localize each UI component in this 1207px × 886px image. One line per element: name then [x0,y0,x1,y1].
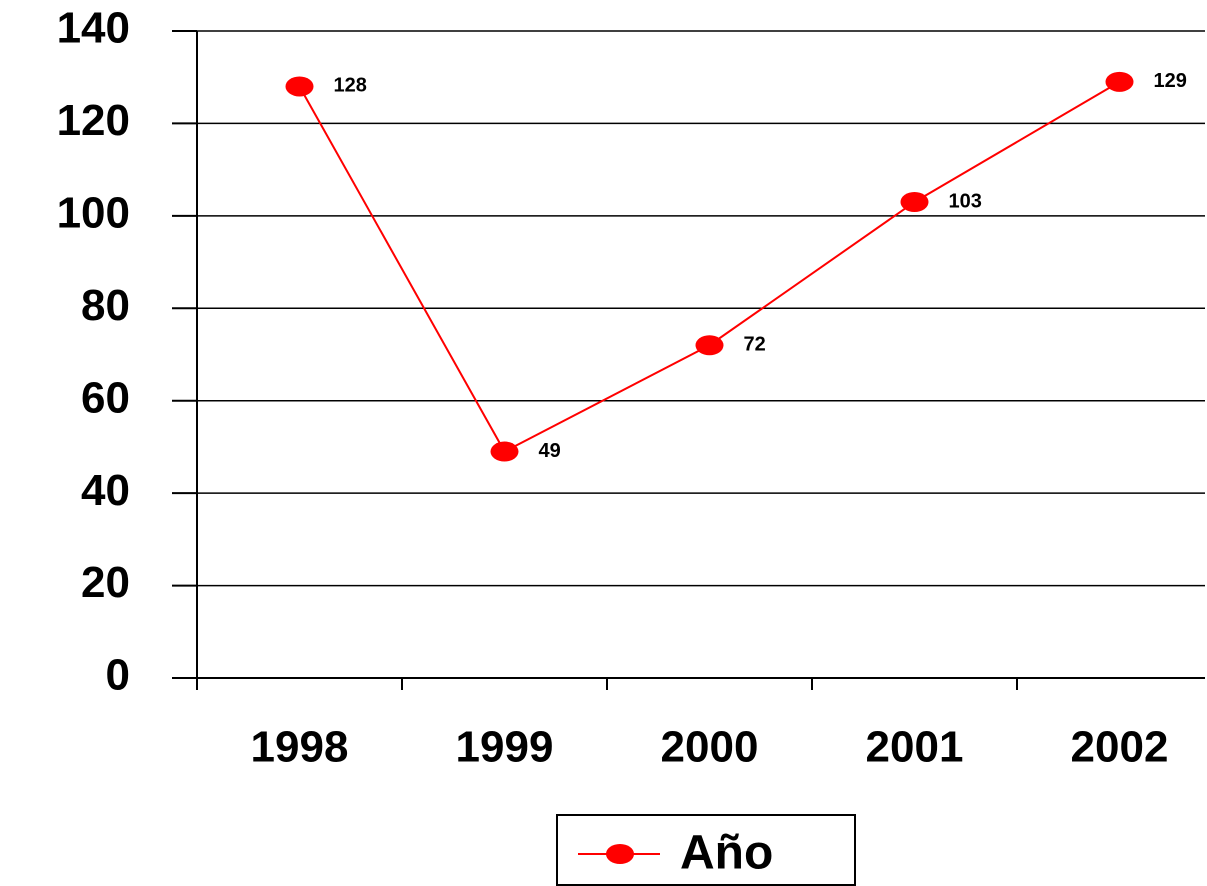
point [490,441,519,462]
x-tick-label: 2000 [661,723,759,772]
y-tick-label: 80 [81,281,130,330]
legend-marker [606,844,634,864]
x-tick-label: 1998 [251,723,349,772]
x-tick-label: 2001 [866,723,964,772]
y-tick-label: 100 [57,188,130,237]
x-tick-label: 2002 [1071,723,1169,772]
y-tick-label: 0 [106,651,130,700]
y-tick-label: 60 [81,373,130,422]
data-label: 128 [334,75,367,97]
y-tick-label: 20 [81,558,130,607]
y-tick-label: 140 [57,4,130,53]
y-tick-label: 40 [81,466,130,515]
point [900,191,929,212]
y-tick-label: 120 [57,96,130,145]
data-label: 72 [744,334,766,356]
legend-label: Año [680,827,773,880]
point [695,335,724,356]
point [1105,71,1134,92]
x-tick-label: 1999 [456,723,554,772]
legend-box [556,814,856,886]
data-label: 129 [1154,70,1187,92]
point [285,76,314,97]
data-label: 103 [949,190,982,212]
data-label: 49 [539,440,561,462]
series-line [298,80,1121,453]
